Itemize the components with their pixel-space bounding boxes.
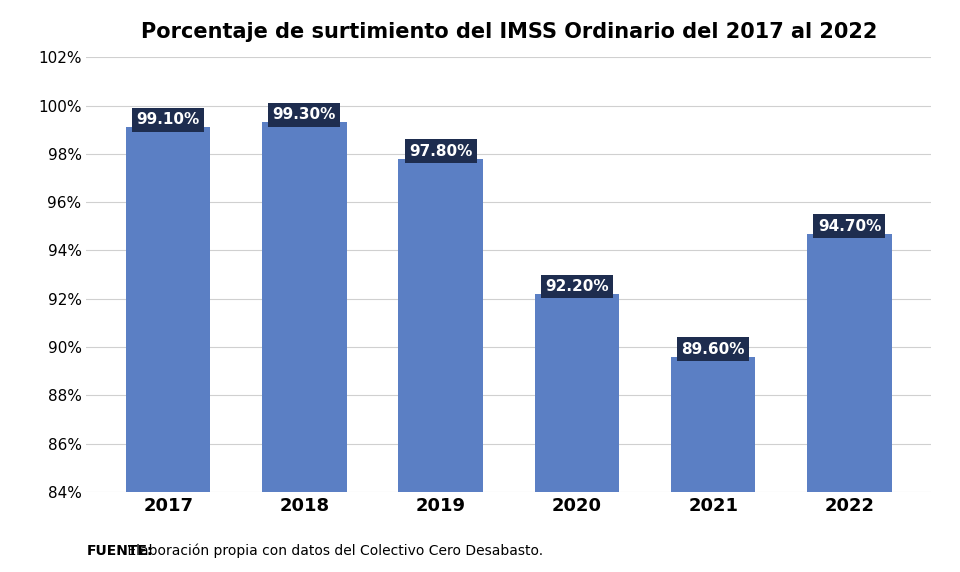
Text: 99.30%: 99.30% <box>273 108 336 122</box>
Text: 92.20%: 92.20% <box>545 279 609 294</box>
Text: 97.80%: 97.80% <box>409 144 472 158</box>
Bar <box>262 122 347 492</box>
Bar <box>126 127 210 492</box>
Text: 89.60%: 89.60% <box>682 341 745 357</box>
Text: 99.10%: 99.10% <box>136 112 200 127</box>
Text: 94.70%: 94.70% <box>818 219 881 233</box>
Bar <box>398 158 483 492</box>
Bar <box>535 294 619 492</box>
Title: Porcentaje de surtimiento del IMSS Ordinario del 2017 al 2022: Porcentaje de surtimiento del IMSS Ordin… <box>140 22 877 42</box>
Bar <box>671 357 756 492</box>
Bar <box>807 233 892 492</box>
Text: FUENTE:: FUENTE: <box>86 544 153 558</box>
Text: Elaboración propia con datos del Colectivo Cero Desabasto.: Elaboración propia con datos del Colecti… <box>123 543 543 558</box>
